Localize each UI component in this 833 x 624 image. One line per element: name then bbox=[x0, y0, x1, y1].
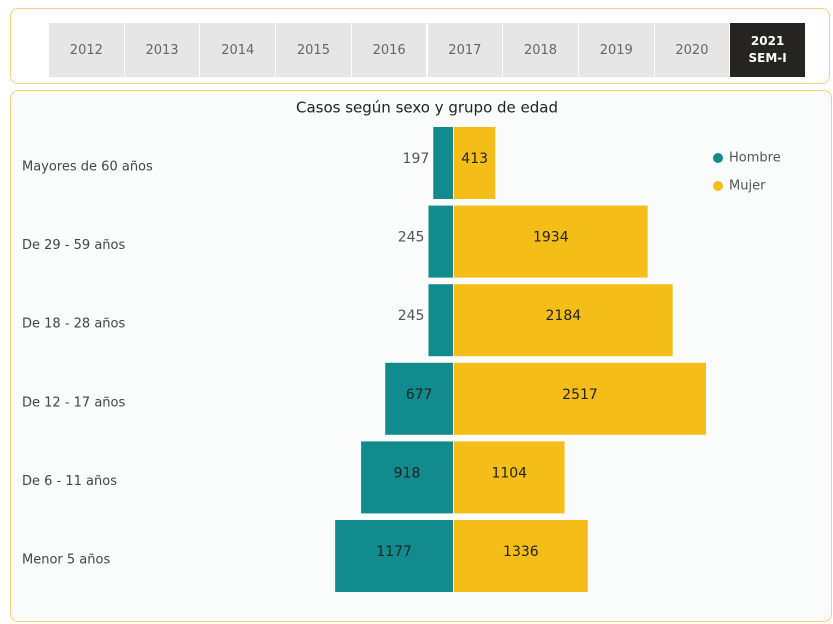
bar bbox=[385, 362, 453, 435]
year-tab[interactable]: 2014 bbox=[200, 23, 277, 77]
bar bbox=[361, 441, 453, 514]
bar bbox=[428, 205, 453, 278]
bar bbox=[454, 520, 588, 592]
bar bbox=[335, 520, 453, 592]
year-tab[interactable]: 2018 bbox=[503, 23, 579, 77]
year-tab[interactable]: 2015 bbox=[276, 23, 352, 77]
category-label: De 18 - 28 años bbox=[22, 317, 125, 332]
data-label: 1104 bbox=[491, 465, 527, 481]
year-tab[interactable]: 2012 bbox=[49, 23, 125, 77]
data-label: 245 bbox=[398, 230, 425, 246]
bar bbox=[433, 127, 453, 199]
data-label: 677 bbox=[406, 387, 433, 403]
bar bbox=[454, 441, 565, 514]
year-tab[interactable]: 2017 bbox=[427, 23, 504, 77]
year-tabs: 2012 2013 2014 2015 2016 2017 2018 2019 2020 2021… bbox=[10, 8, 830, 84]
chart-title: Casos según sexo y grupo de edad bbox=[296, 99, 558, 117]
bar bbox=[454, 205, 648, 278]
data-label: 918 bbox=[394, 465, 421, 481]
year-tab[interactable]: 2016 bbox=[351, 23, 428, 77]
data-label: 2517 bbox=[562, 387, 598, 403]
chart-panel bbox=[10, 90, 832, 622]
category-label: Menor 5 años bbox=[22, 553, 110, 568]
category-label: De 29 - 59 años bbox=[22, 238, 125, 253]
year-tab[interactable]: 2019 bbox=[578, 23, 655, 77]
legend-label: Mujer bbox=[729, 179, 766, 194]
legend-swatch bbox=[713, 181, 723, 191]
bar bbox=[454, 362, 706, 435]
bar bbox=[454, 127, 496, 199]
data-label: 2184 bbox=[546, 308, 582, 324]
legend-label: Hombre bbox=[729, 151, 781, 166]
data-label: 413 bbox=[461, 151, 488, 167]
data-label: 197 bbox=[403, 151, 430, 167]
year-tab[interactable]: 2021 SEM-I bbox=[730, 23, 806, 77]
data-label: 1934 bbox=[533, 230, 569, 246]
year-tab[interactable]: 2020 bbox=[654, 23, 731, 77]
year-tab[interactable]: 2013 bbox=[124, 23, 201, 77]
category-label: Mayores de 60 años bbox=[22, 160, 153, 175]
category-label: De 6 - 11 años bbox=[22, 474, 117, 489]
bar bbox=[428, 284, 453, 357]
bar bbox=[454, 284, 673, 357]
category-label: De 12 - 17 años bbox=[22, 395, 125, 410]
data-label: 1177 bbox=[376, 544, 412, 560]
legend-swatch bbox=[713, 153, 723, 163]
data-label: 245 bbox=[398, 308, 425, 324]
data-label: 1336 bbox=[503, 544, 539, 560]
